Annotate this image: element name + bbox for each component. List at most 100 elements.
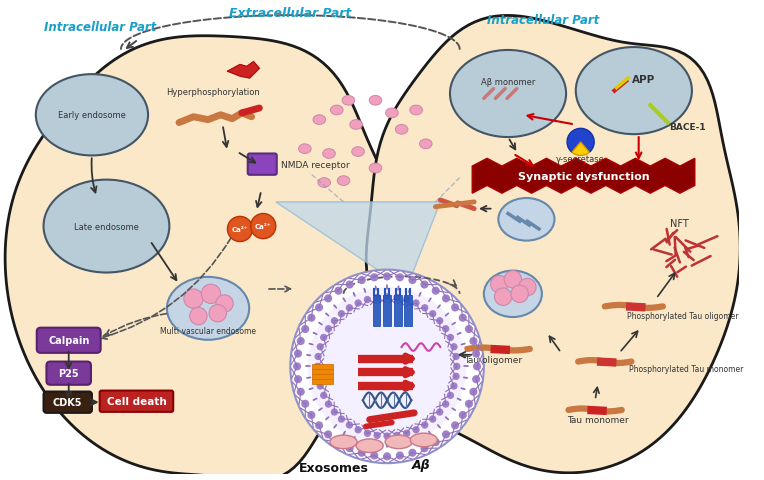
Ellipse shape — [386, 109, 398, 119]
Circle shape — [452, 353, 460, 360]
Text: P25: P25 — [58, 368, 79, 378]
Text: Intracellular Part: Intracellular Part — [44, 21, 156, 34]
Text: Tau monomer: Tau monomer — [567, 415, 629, 424]
Circle shape — [447, 392, 454, 399]
Circle shape — [316, 383, 324, 390]
Wedge shape — [567, 129, 594, 153]
Circle shape — [358, 276, 366, 285]
Circle shape — [453, 363, 461, 370]
Circle shape — [421, 421, 429, 429]
Ellipse shape — [410, 433, 438, 447]
Text: Cell death: Cell death — [106, 396, 167, 407]
Ellipse shape — [331, 106, 343, 116]
Circle shape — [472, 375, 481, 384]
Ellipse shape — [299, 144, 311, 154]
Ellipse shape — [369, 96, 382, 106]
Ellipse shape — [313, 116, 325, 125]
Ellipse shape — [351, 147, 364, 157]
Ellipse shape — [498, 199, 555, 241]
Bar — [312, 365, 333, 370]
Ellipse shape — [342, 96, 354, 106]
Circle shape — [315, 304, 323, 312]
Text: γ-secretase: γ-secretase — [556, 155, 605, 164]
Circle shape — [338, 416, 345, 423]
Text: Multi vascular endosome: Multi vascular endosome — [160, 326, 256, 335]
Ellipse shape — [167, 277, 249, 340]
Circle shape — [296, 388, 305, 396]
Text: Tau oligomer: Tau oligomer — [465, 355, 523, 364]
Circle shape — [346, 304, 353, 312]
Circle shape — [335, 287, 342, 295]
Circle shape — [308, 288, 467, 446]
Circle shape — [403, 430, 410, 437]
Text: Late endosome: Late endosome — [74, 222, 139, 231]
Circle shape — [451, 421, 459, 430]
Circle shape — [209, 305, 226, 322]
Circle shape — [374, 294, 380, 301]
Circle shape — [320, 392, 328, 399]
Circle shape — [315, 421, 323, 430]
Circle shape — [458, 411, 467, 419]
Circle shape — [293, 362, 301, 371]
Circle shape — [436, 317, 443, 325]
Circle shape — [447, 334, 454, 341]
Circle shape — [331, 408, 338, 416]
Circle shape — [465, 325, 473, 334]
Ellipse shape — [356, 439, 384, 453]
Circle shape — [429, 416, 436, 423]
Bar — [312, 370, 333, 374]
Bar — [312, 374, 333, 379]
Polygon shape — [5, 36, 397, 480]
Circle shape — [393, 432, 400, 439]
Circle shape — [301, 400, 309, 408]
Circle shape — [403, 296, 410, 303]
FancyBboxPatch shape — [44, 392, 92, 413]
Circle shape — [494, 288, 512, 306]
Text: Hyperphosphorylation: Hyperphosphorylation — [166, 87, 260, 96]
Circle shape — [442, 431, 450, 439]
Text: APP: APP — [632, 75, 656, 85]
Circle shape — [345, 444, 354, 452]
Circle shape — [290, 270, 484, 463]
Circle shape — [511, 286, 529, 303]
Circle shape — [346, 421, 353, 429]
Text: Early endosome: Early endosome — [58, 111, 126, 120]
Circle shape — [450, 343, 458, 351]
Circle shape — [314, 363, 321, 370]
Bar — [384, 295, 391, 326]
Ellipse shape — [36, 75, 148, 156]
Circle shape — [324, 295, 332, 303]
FancyBboxPatch shape — [99, 391, 173, 412]
Text: Ca²⁺: Ca²⁺ — [255, 224, 271, 229]
Circle shape — [452, 373, 460, 380]
Ellipse shape — [410, 106, 422, 116]
Circle shape — [442, 295, 450, 303]
Circle shape — [371, 452, 378, 459]
Circle shape — [490, 276, 508, 293]
Text: NFT: NFT — [670, 218, 688, 228]
Ellipse shape — [395, 125, 408, 135]
Circle shape — [519, 279, 536, 296]
Polygon shape — [472, 159, 694, 194]
Circle shape — [396, 452, 404, 459]
Circle shape — [429, 311, 436, 318]
Circle shape — [338, 311, 345, 318]
Circle shape — [469, 388, 478, 396]
Text: Synaptic dysfunction: Synaptic dysfunction — [518, 171, 649, 181]
Circle shape — [473, 362, 481, 371]
Ellipse shape — [337, 176, 350, 186]
Circle shape — [215, 295, 233, 312]
Polygon shape — [276, 203, 440, 289]
Circle shape — [413, 426, 419, 433]
Circle shape — [184, 289, 203, 309]
Circle shape — [458, 314, 467, 322]
Text: Extracellular Part: Extracellular Part — [229, 7, 351, 20]
Circle shape — [383, 273, 391, 281]
Text: CDK5: CDK5 — [53, 397, 83, 408]
Circle shape — [442, 400, 449, 408]
Circle shape — [384, 293, 390, 301]
Circle shape — [432, 438, 440, 446]
FancyBboxPatch shape — [248, 154, 277, 175]
Circle shape — [374, 432, 380, 439]
Ellipse shape — [450, 51, 566, 138]
